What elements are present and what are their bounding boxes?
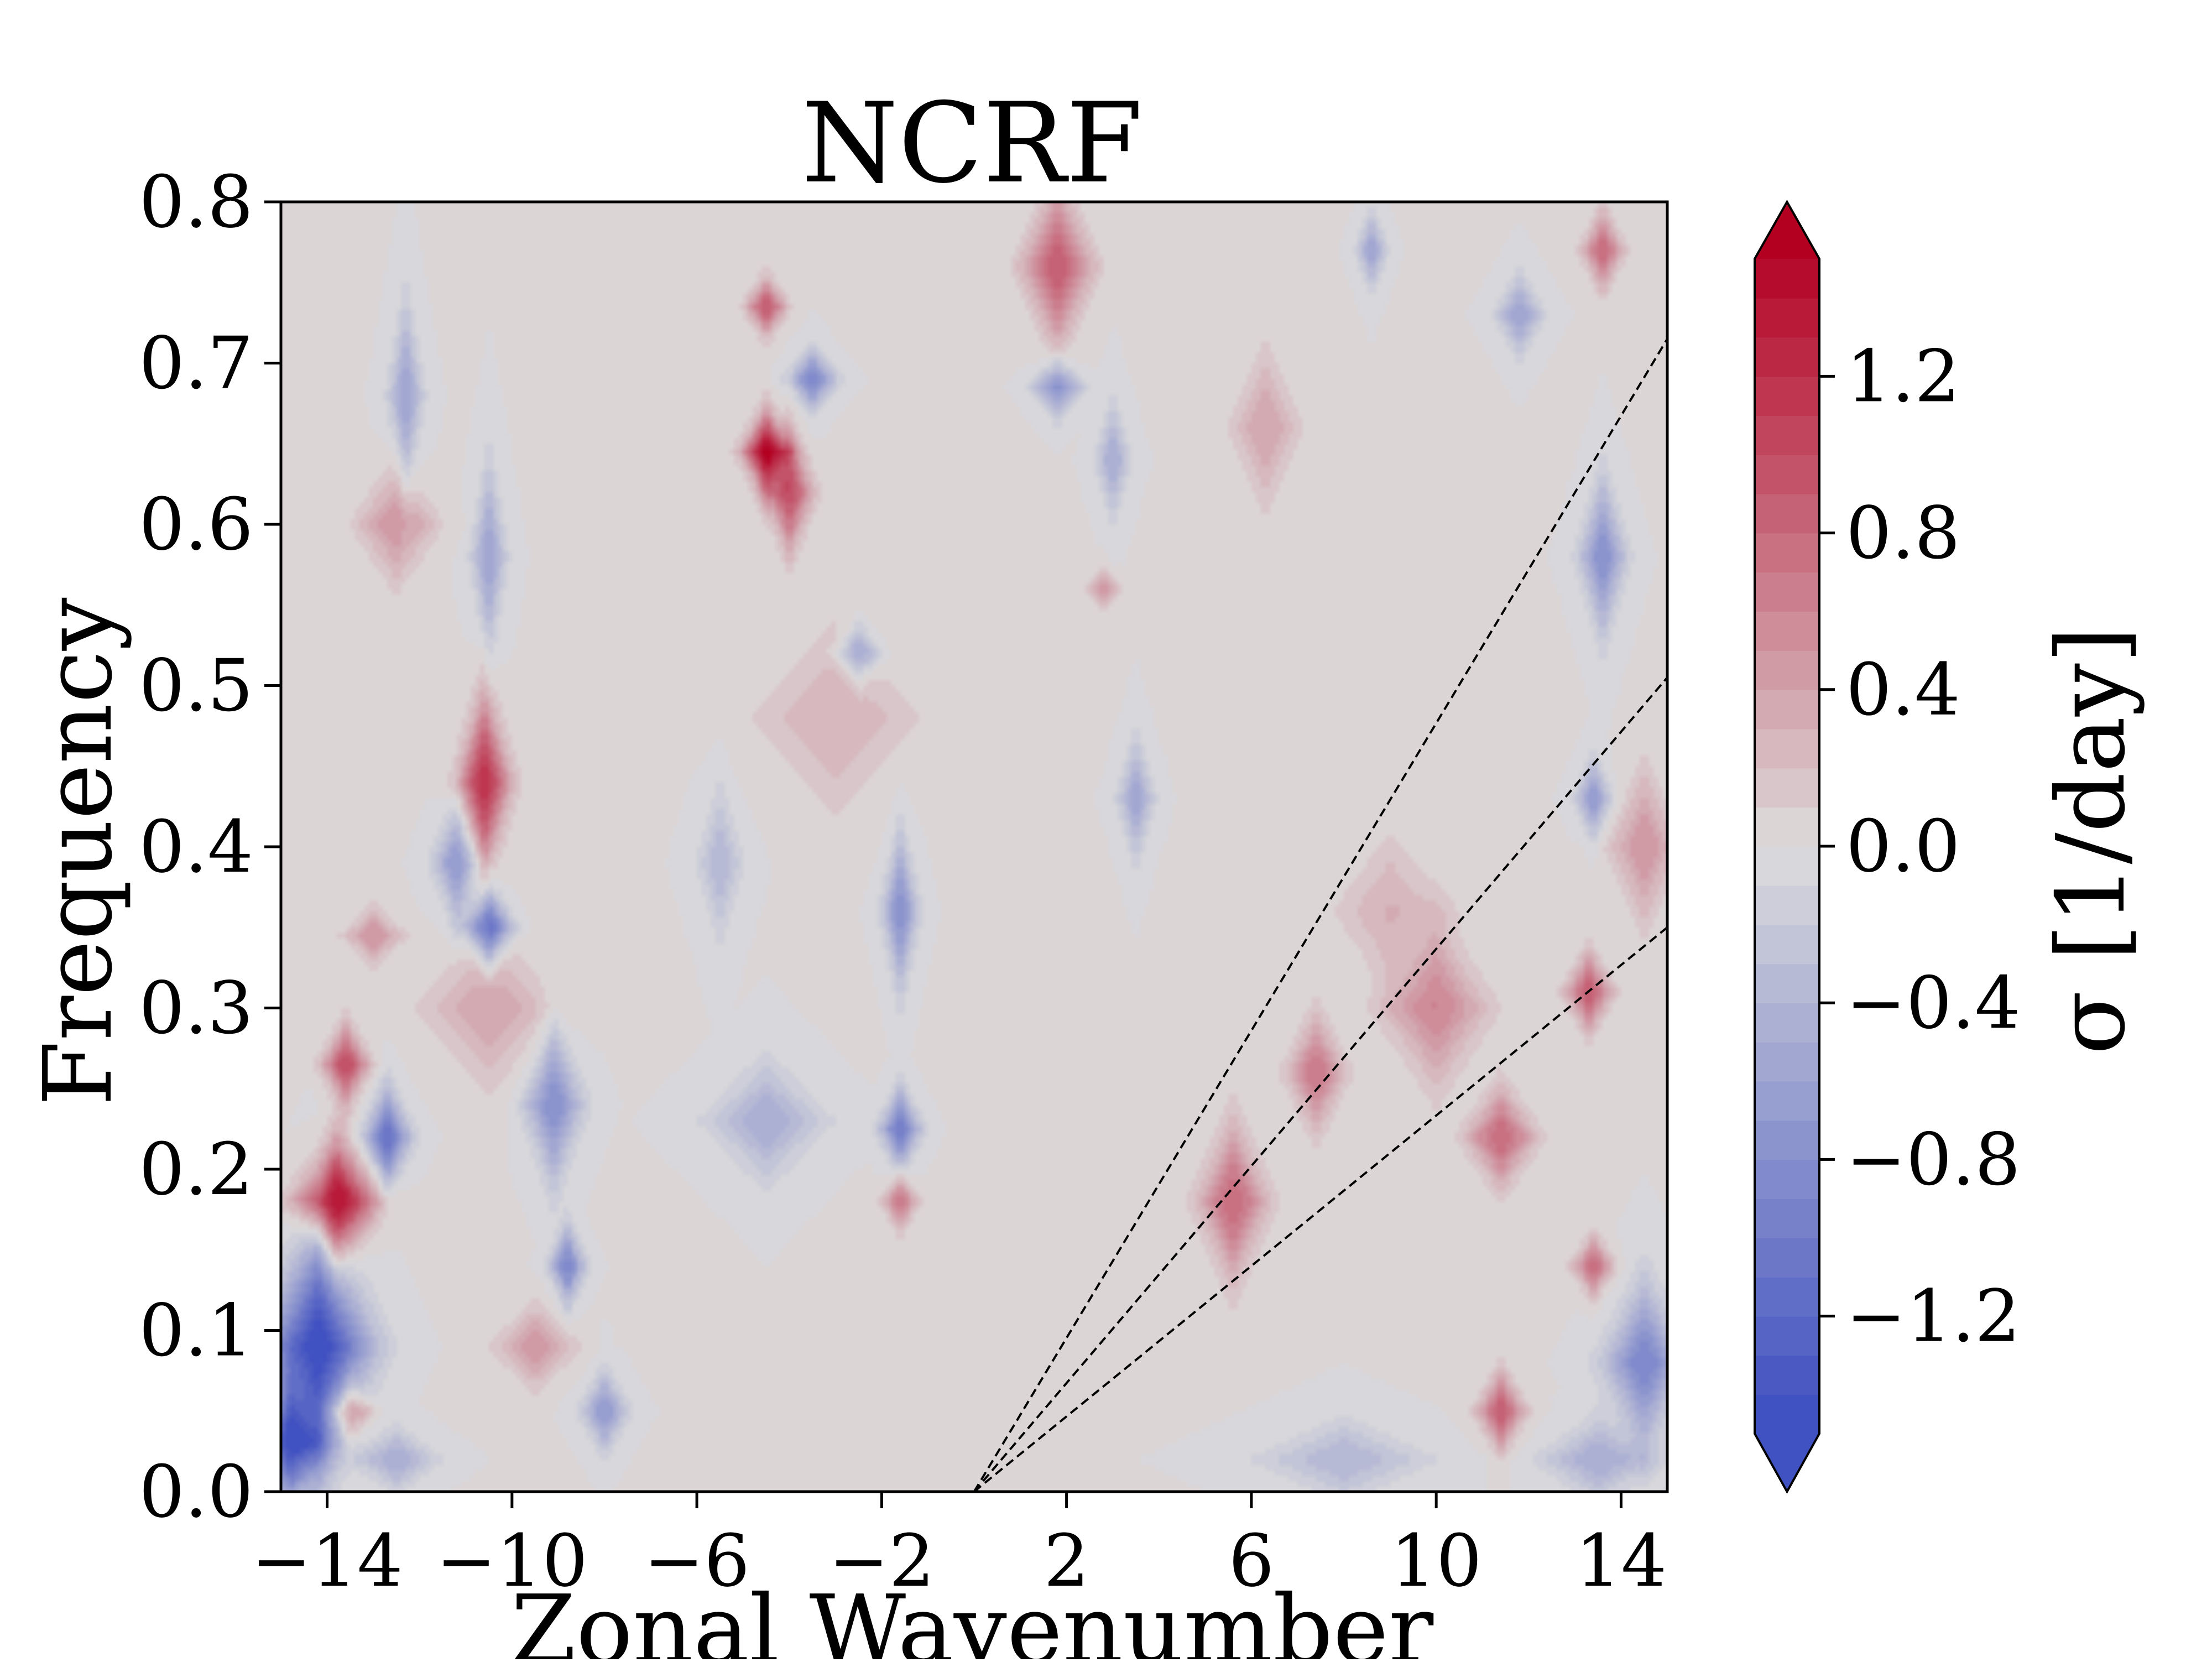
colorbar-band [1755,533,1819,573]
x-tick-label: −14 [251,1519,403,1603]
colorbar-band [1755,846,1819,886]
colorbar-tick-label: 1.2 [1846,334,1960,418]
x-tick-label: 14 [1575,1519,1667,1603]
colorbar-band [1755,650,1819,690]
colorbar-band [1755,1316,1819,1356]
dispersion-line-1 [973,338,1668,1493]
y-tick-label: 0.1 [139,1289,253,1373]
y-tick-label: 0.0 [139,1450,253,1534]
colorbar-band [1755,689,1819,730]
y-tick-label: 0.4 [139,805,253,889]
colorbar-ticks: −1.2 −0.8 −0.4 0.0 0.4 0.8 1.2 [1819,334,2021,1358]
colorbar-label: σ [1/day] [2037,627,2146,1055]
y-tick-label: 0.2 [139,1127,253,1211]
x-tick-label: −6 [644,1519,750,1603]
heatmap-field [281,202,1667,1492]
colorbar-band [1755,1120,1819,1160]
colorbar-band [1755,572,1819,612]
colorbar-outline [1754,199,1820,1494]
colorbar-tick-label: 0.8 [1846,491,1960,575]
colorbar-band [1755,1394,1819,1434]
colorbar-band [1755,455,1819,494]
y-axis-title: Frequency [24,597,133,1106]
y-tick-label: 0.6 [139,482,253,566]
x-tick-label: −2 [829,1519,935,1603]
colorbar-band [1755,1081,1819,1121]
colorbar-band [1755,1238,1819,1278]
colorbar-band [1755,415,1819,455]
colorbar-tick-label: −1.2 [1846,1274,2021,1358]
plot-area [279,200,1669,1493]
colorbar-band [1755,298,1819,338]
colorbar-band [1755,493,1819,534]
colorbar-tick-label: 0.4 [1846,648,1960,732]
x-tick-label: 2 [1044,1519,1089,1603]
colorbar-band [1755,1159,1819,1199]
title-layer: NCRF [801,79,1142,208]
y-tick-label: 0.3 [139,966,253,1050]
colorbar-tick-label: −0.8 [1846,1117,2021,1201]
colorbar-band [1755,337,1819,377]
colorbar-band [1755,924,1819,965]
colorbar: −1.2 −0.8 −0.4 0.0 0.4 0.8 1.2 σ [1/day] [1754,199,2146,1494]
colorbar-band [1755,728,1819,769]
colorbar-band [1755,768,1819,807]
dispersion-line-2 [973,676,1668,1493]
colorbar-band [1755,1199,1819,1238]
colorbar-band [1755,611,1819,651]
colorbar-extend-max [1755,202,1819,259]
colorbar-band [1755,1003,1819,1043]
x-tick-label: −10 [436,1519,588,1603]
y-tick-label: 0.5 [139,644,253,728]
y-tick-label: 0.8 [139,160,253,244]
dispersion-line-3 [973,926,1668,1493]
y-tick-label: 0.7 [139,321,253,405]
dispersion-lines [973,338,1668,1493]
colorbar-bands [1754,199,1820,1494]
x-tick-label: 6 [1229,1519,1275,1603]
chart-title: NCRF [801,79,1142,208]
colorbar-tick-label: 0.0 [1846,804,1960,888]
colorbar-band [1755,259,1819,299]
colorbar-band [1755,1277,1819,1317]
colorbar-band [1755,885,1819,925]
colorbar-band [1755,376,1819,416]
colorbar-band [1755,1355,1819,1395]
colorbar-extend-min [1755,1434,1819,1492]
x-axis-title: Zonal Wavenumber [511,1575,1434,1659]
colorbar-tick-label: −0.4 [1846,961,2021,1045]
colorbar-band [1755,1042,1819,1082]
y-axis: 0.0 0.1 0.2 0.3 0.4 0.5 0.6 0.7 0.8 [139,160,281,1534]
x-axis: −14 −10 −6 −2 2 6 10 14 [251,1492,1667,1603]
colorbar-band [1755,807,1819,847]
colorbar-band [1755,963,1819,1003]
x-tick-label: 10 [1390,1519,1481,1603]
